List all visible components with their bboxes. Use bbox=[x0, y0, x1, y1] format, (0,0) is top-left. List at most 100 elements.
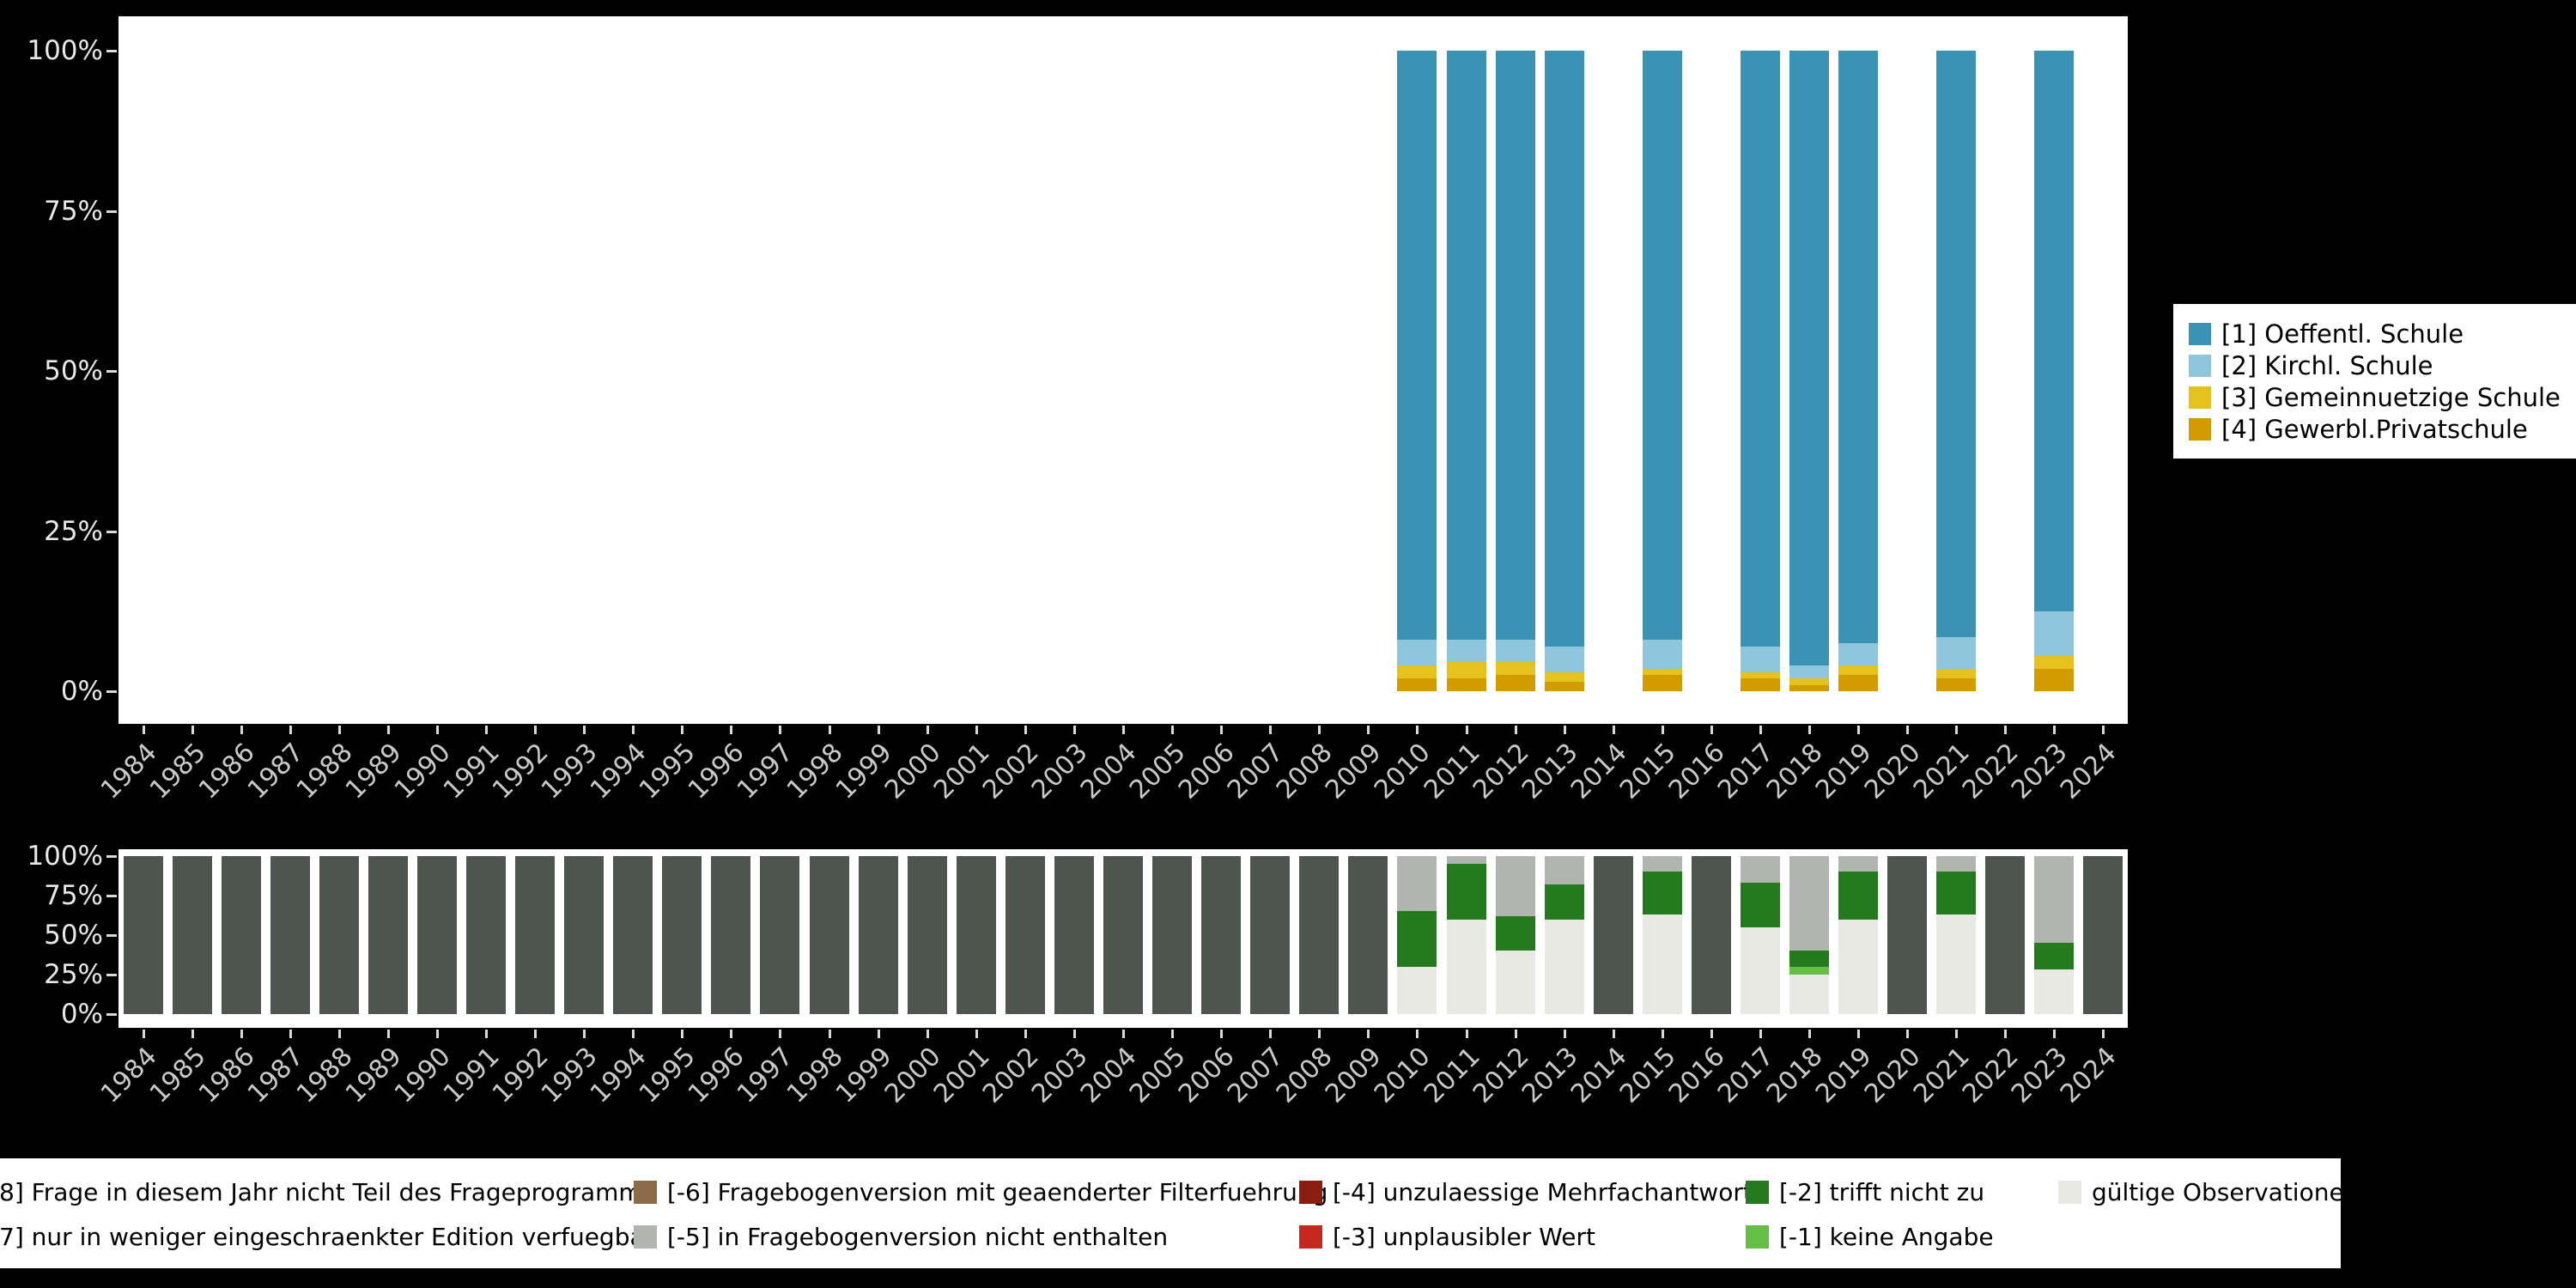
y-tick-label: 100% bbox=[27, 841, 103, 872]
x-tick-mark bbox=[1612, 1030, 1615, 1038]
bar-segment [3] Gemeinnuetzige Schule bbox=[1838, 665, 1879, 676]
bar-segment [2] Kirchl. Schule bbox=[1936, 636, 1977, 669]
bar-segment [-8] Frage in diesem Jahr nicht Teil des Frageprogramms bbox=[515, 856, 556, 1014]
bar-segment gültige Observationen bbox=[1446, 919, 1486, 1014]
missing-code-swatch-icon bbox=[1299, 1180, 1322, 1204]
bar-segment [-8] Frage in diesem Jahr nicht Teil des Frageprogramms bbox=[711, 856, 751, 1014]
bar-segment [3] Gemeinnuetzige Schule bbox=[1495, 662, 1535, 676]
bar-column-1997 bbox=[760, 856, 800, 1014]
bar-segment [2] Kirchl. Schule bbox=[1838, 643, 1879, 666]
y-tick-label: 0% bbox=[60, 676, 103, 707]
x-tick-mark bbox=[1955, 726, 1959, 734]
x-tick-mark bbox=[2004, 726, 2008, 734]
bar-column-2018 bbox=[1789, 51, 1830, 691]
bar-segment [4] Gewerbl.Privatschule bbox=[1838, 675, 1879, 691]
x-tick-mark bbox=[240, 726, 243, 734]
y-tick-label: 100% bbox=[27, 35, 103, 66]
bar-column-2005 bbox=[1152, 856, 1193, 1014]
bar-segment [-8] Frage in diesem Jahr nicht Teil des Frageprogramms bbox=[416, 856, 457, 1014]
y-tick-mark bbox=[106, 370, 117, 373]
bar-column-1999 bbox=[858, 856, 898, 1014]
bar-column-2002 bbox=[1005, 856, 1045, 1014]
x-tick-mark bbox=[2053, 1030, 2057, 1038]
bar-column-1995 bbox=[662, 856, 702, 1014]
bar-segment [-2] trifft nicht zu bbox=[1789, 951, 1830, 967]
x-tick-mark bbox=[2102, 1030, 2105, 1038]
bar-column-1996 bbox=[711, 856, 751, 1014]
bar-segment gültige Observationen bbox=[2034, 969, 2075, 1014]
missing-code-label: [-6] Fragebogenversion mit geaenderter F… bbox=[667, 1177, 1328, 1206]
x-tick-mark bbox=[1367, 726, 1370, 734]
legend-swatch-icon bbox=[2189, 322, 2211, 345]
y-tick-mark bbox=[106, 1013, 117, 1016]
legend-entry: [3] Gemeinnuetzige Schule bbox=[2189, 381, 2573, 413]
y-tick-mark bbox=[106, 50, 117, 52]
bar-column-2024 bbox=[2083, 856, 2123, 1014]
bar-column-2015 bbox=[1642, 856, 1682, 1014]
legend-entry-label: [3] Gemeinnuetzige Schule bbox=[2221, 382, 2561, 412]
x-tick-mark bbox=[289, 726, 292, 734]
missing-code-swatch-icon bbox=[1299, 1224, 1322, 1249]
x-tick-mark bbox=[1759, 726, 1762, 734]
bar-segment [-8] Frage in diesem Jahr nicht Teil des Frageprogramms bbox=[172, 856, 212, 1014]
bar-column-2008 bbox=[1299, 856, 1340, 1014]
missing-code-label: [-8] Frage in diesem Jahr nicht Teil des… bbox=[0, 1177, 655, 1206]
missing-code-label: gültige Observationen bbox=[2092, 1177, 2360, 1206]
bar-segment [-8] Frage in diesem Jahr nicht Teil des Frageprogramms bbox=[760, 856, 800, 1014]
bar-segment [2] Kirchl. Schule bbox=[1544, 646, 1584, 672]
x-tick-mark bbox=[191, 1030, 194, 1038]
x-tick-mark bbox=[534, 726, 538, 734]
bar-segment [-8] Frage in diesem Jahr nicht Teil des Frageprogramms bbox=[1201, 856, 1242, 1014]
bar-column-2011 bbox=[1446, 51, 1486, 691]
bar-segment [-8] Frage in diesem Jahr nicht Teil des Frageprogramms bbox=[613, 856, 653, 1014]
bar-column-2000 bbox=[907, 856, 947, 1014]
bar-column-2023 bbox=[2034, 51, 2075, 691]
x-tick-mark bbox=[142, 726, 145, 734]
bar-segment [3] Gemeinnuetzige Schule bbox=[1544, 671, 1584, 682]
bar-segment [-2] trifft nicht zu bbox=[1936, 872, 1977, 915]
bar-column-2020 bbox=[1887, 856, 1928, 1014]
x-tick-mark bbox=[1857, 726, 1861, 734]
bar-segment [-8] Frage in diesem Jahr nicht Teil des Frageprogramms bbox=[1299, 856, 1340, 1014]
missing-code-swatch-icon bbox=[1746, 1224, 1769, 1249]
bar-segment [1] Oeffentl. Schule bbox=[1544, 51, 1584, 647]
y-tick-label: 50% bbox=[44, 920, 103, 951]
x-tick-mark bbox=[1318, 726, 1321, 734]
bar-column-1992 bbox=[515, 856, 556, 1014]
bar-column-1985 bbox=[172, 856, 212, 1014]
missing-code-label: [-2] trifft nicht zu bbox=[1779, 1177, 1985, 1206]
x-tick-mark bbox=[337, 726, 341, 734]
bar-column-2004 bbox=[1103, 856, 1143, 1014]
bar-column-2017 bbox=[1740, 856, 1780, 1014]
bar-segment [-8] Frage in diesem Jahr nicht Teil des Frageprogramms bbox=[1005, 856, 1045, 1014]
bar-segment [2] Kirchl. Schule bbox=[1495, 640, 1535, 663]
x-tick-mark bbox=[1416, 1030, 1419, 1038]
x-tick-mark bbox=[828, 1030, 831, 1038]
legend-entry-label: [4] Gewerbl.Privatschule bbox=[2221, 414, 2528, 444]
bar-segment [1] Oeffentl. Schule bbox=[1397, 51, 1437, 641]
x-tick-mark bbox=[386, 726, 390, 734]
x-tick-mark bbox=[975, 1030, 978, 1038]
y-tick-mark bbox=[106, 690, 117, 693]
bar-segment [2] Kirchl. Schule bbox=[1740, 646, 1780, 672]
missing-code-entry--2: [-2] trifft nicht zu bbox=[1746, 1170, 1984, 1213]
bar-column-2006 bbox=[1201, 856, 1242, 1014]
top-chart-plot-area bbox=[118, 16, 2128, 724]
x-tick-mark bbox=[1269, 1030, 1273, 1038]
x-tick-mark bbox=[828, 726, 831, 734]
x-tick-mark bbox=[1416, 726, 1419, 734]
x-tick-mark bbox=[1661, 1030, 1664, 1038]
missing-code-entry--8: [-8] Frage in diesem Jahr nicht Teil des… bbox=[0, 1170, 654, 1213]
bar-segment [-2] trifft nicht zu bbox=[1740, 883, 1780, 927]
bar-segment [-5] in Fragebogenversion nicht enthalten bbox=[1740, 856, 1780, 884]
bar-column-2019 bbox=[1838, 51, 1879, 691]
bar-column-2011 bbox=[1446, 856, 1486, 1014]
x-tick-mark bbox=[1514, 1030, 1517, 1038]
bar-segment gültige Observationen bbox=[1544, 919, 1584, 1014]
bar-column-2019 bbox=[1838, 856, 1879, 1014]
x-tick-mark bbox=[877, 726, 880, 734]
x-tick-mark bbox=[1808, 726, 1812, 734]
x-tick-mark bbox=[1759, 1030, 1762, 1038]
bar-segment [1] Oeffentl. Schule bbox=[1495, 51, 1535, 641]
bar-column-1993 bbox=[564, 856, 605, 1014]
